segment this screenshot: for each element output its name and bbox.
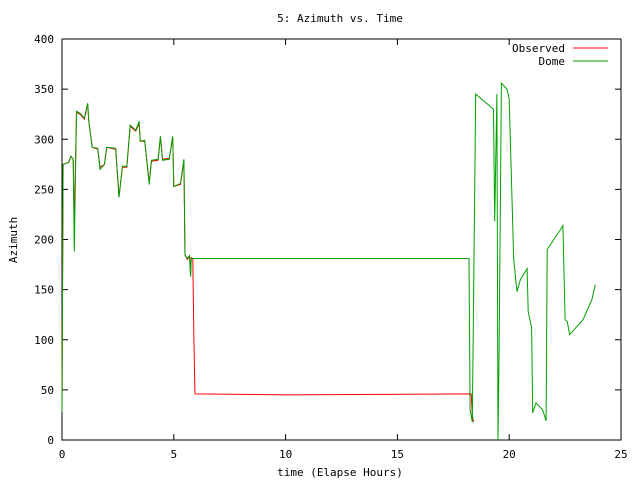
x-tick-label: 5 <box>170 448 177 461</box>
series-line-dome <box>61 81 596 441</box>
y-tick-label: 50 <box>41 384 54 397</box>
x-tick-label: 0 <box>59 448 66 461</box>
series-line-observed <box>61 104 474 423</box>
legend-label: Observed <box>512 42 565 55</box>
x-tick-label: 10 <box>279 448 292 461</box>
axis-ticks: 0 50 100 150 200 250 300 350 400 0 5 10 15 20 25 <box>34 33 628 461</box>
y-tick-label: 100 <box>34 334 54 347</box>
legend-label: Dome <box>539 55 566 68</box>
plot-frame <box>61 38 622 441</box>
y-tick-label: 300 <box>34 133 54 146</box>
chart-title: 5: Azimuth vs. Time <box>277 12 403 25</box>
y-tick-label: 400 <box>34 33 54 46</box>
x-tick-label: 20 <box>503 448 516 461</box>
y-tick-label: 150 <box>34 284 54 297</box>
y-tick-label: 0 <box>47 434 54 447</box>
y-tick-label: 200 <box>34 234 54 247</box>
y-axis-label: Azimuth <box>7 217 20 263</box>
x-tick-label: 15 <box>391 448 404 461</box>
y-tick-label: 250 <box>34 183 54 196</box>
series-layer <box>61 81 596 441</box>
y-tick-label: 350 <box>34 83 54 96</box>
x-tick-label: 25 <box>614 448 627 461</box>
x-axis-label: time (Elapse Hours) <box>277 466 403 479</box>
